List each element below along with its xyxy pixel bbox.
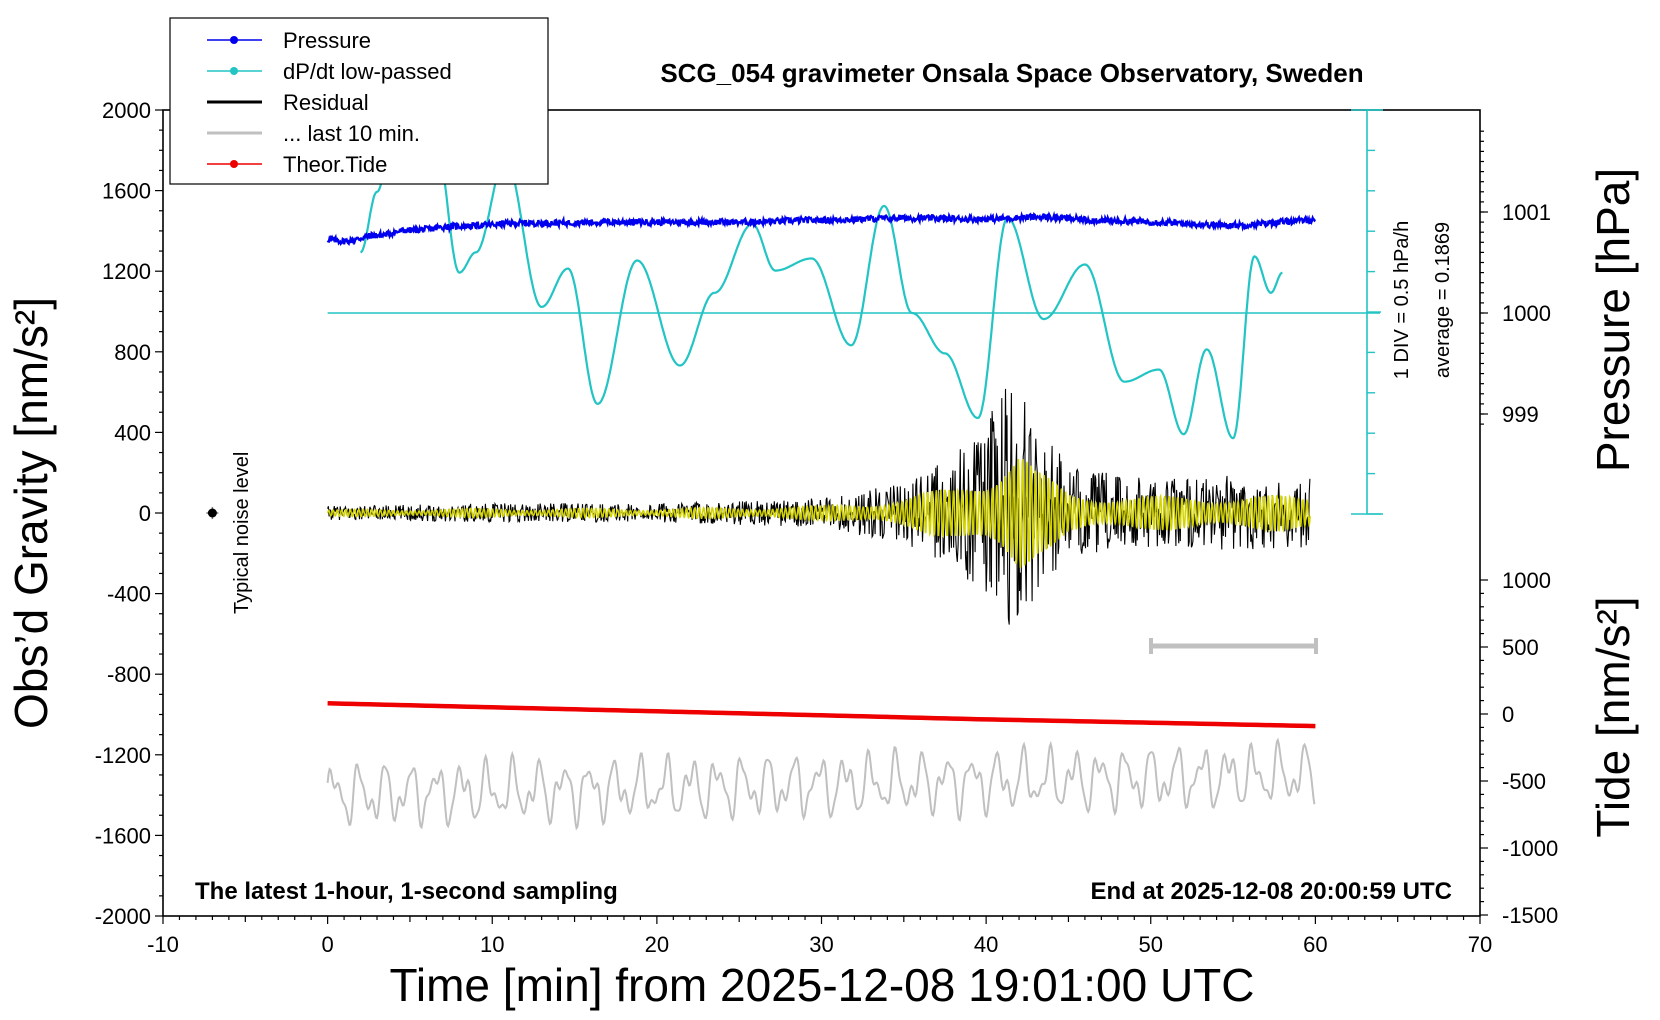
sampling-note: The latest 1-hour, 1-second sampling — [195, 878, 618, 905]
end-time-note: End at 2025-12-08 20:00:59 UTC — [1091, 878, 1453, 905]
y-tick-label: -800 — [107, 662, 151, 687]
x-tick-label: 10 — [480, 932, 504, 957]
noise-level-label: Typical noise level — [231, 452, 253, 614]
last-10-min-series — [326, 737, 1316, 831]
y-tick-label: -1200 — [95, 743, 151, 768]
residual-series — [326, 388, 1311, 625]
pressure-tick-label: 999 — [1502, 402, 1539, 427]
y-tick-label: 800 — [114, 340, 151, 365]
noise-level-marker — [206, 506, 219, 520]
tide-axis-ticks: 1000 500 0 -500 -1000 -1500 — [1480, 568, 1558, 928]
tide-tick-label: -500 — [1502, 769, 1546, 794]
x-tick-label: 50 — [1139, 932, 1163, 957]
pressure-series — [326, 210, 1316, 247]
pressure-tick-label: 1001 — [1502, 200, 1551, 225]
tide-tick-label: 500 — [1502, 635, 1539, 660]
residual-filtered-line — [326, 458, 1311, 569]
noise-dot — [207, 508, 217, 518]
tide-tick-label: -1000 — [1502, 836, 1558, 861]
last-10-min-line — [326, 737, 1316, 831]
legend-marker — [230, 67, 238, 75]
average-note: average = 0.1869 — [1432, 222, 1454, 378]
chart-title: SCG_054 gravimeter Onsala Space Observat… — [660, 58, 1363, 88]
y-tick-label: -400 — [107, 582, 151, 607]
div-note: 1 DIV = 0.5 hPa/h — [1391, 221, 1413, 379]
dpdt-scale-bar — [1351, 109, 1383, 515]
tide-tick-label: -1500 — [1502, 903, 1558, 928]
y-axis-label-tide: Tide [nm/s²] — [1587, 596, 1639, 837]
legend-marker — [230, 160, 238, 168]
tide-line — [327, 701, 1316, 729]
pressure-axis-ticks: 1001 1000 999 — [1480, 130, 1551, 427]
residual-line — [327, 388, 1311, 625]
pressure-line — [326, 210, 1316, 247]
legend-label: Pressure — [283, 28, 371, 53]
x-tick-label: -10 — [147, 932, 179, 957]
legend-label: ... last 10 min. — [283, 121, 420, 146]
y-tick-label: 1200 — [102, 259, 151, 284]
x-tick-label: 20 — [645, 932, 669, 957]
tide-tick-label: 1000 — [1502, 568, 1551, 593]
legend-marker — [230, 36, 238, 44]
y-tick-label: 2000 — [102, 98, 151, 123]
y-tick-label: 1600 — [102, 179, 151, 204]
x-axis-label: Time [min] from 2025-12-08 19:01:00 UTC — [390, 959, 1255, 1011]
x-tick-label: 30 — [809, 932, 833, 957]
tide-tick-label: 0 — [1502, 702, 1514, 727]
legend-label: dP/dt low-passed — [283, 59, 452, 84]
legend-label: Residual — [283, 90, 369, 115]
y-tick-label: 0 — [139, 501, 151, 526]
y-axis-ticks: 2000 1600 1200 800 400 0 -400 -800 -1200 -1600 -20… — [95, 98, 163, 929]
y-axis-label-left: Obs’d Gravity [nm/s²] — [5, 297, 57, 729]
x-axis-ticks: -10 0 10 20 30 40 50 60 70 — [147, 916, 1492, 957]
y-axis-label-pressure: Pressure [hPa] — [1587, 168, 1639, 472]
x-tick-label: 60 — [1303, 932, 1327, 957]
y-tick-label: -1600 — [95, 823, 151, 848]
x-tick-label: 0 — [322, 932, 334, 957]
legend-label: Theor.Tide — [283, 152, 387, 177]
x-tick-label: 40 — [974, 932, 998, 957]
y-tick-label: -2000 — [95, 904, 151, 929]
ten-minute-bar — [1149, 638, 1318, 654]
theoretical-tide-series — [327, 701, 1316, 729]
x-tick-label: 70 — [1468, 932, 1492, 957]
pressure-tick-label: 1000 — [1502, 301, 1551, 326]
legend: Pressure dP/dt low-passed Residual ... last… — [169, 17, 549, 185]
y-tick-label: 400 — [114, 420, 151, 445]
